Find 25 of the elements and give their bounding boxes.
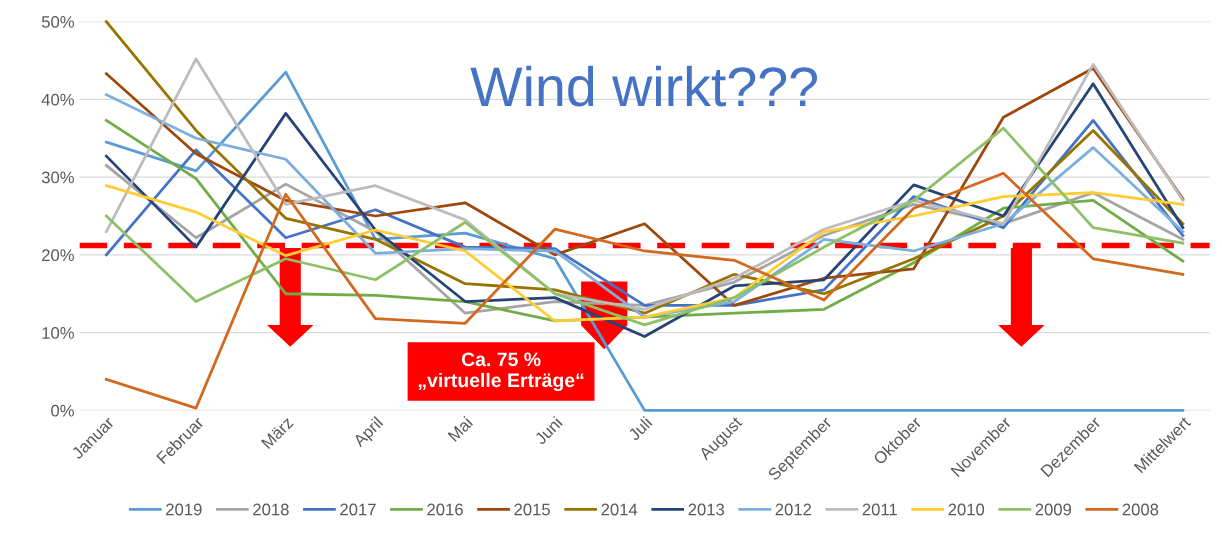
legend-label: 2013 xyxy=(688,503,725,516)
x-tick-label: Mai xyxy=(447,416,474,442)
legend-label: 2014 xyxy=(601,503,638,516)
legend-label: 2016 xyxy=(427,503,463,516)
legend-label: 2012 xyxy=(775,503,812,516)
y-tick-label: 0% xyxy=(51,404,74,417)
legend-label: 2009 xyxy=(1035,503,1072,516)
annotation: Ca. 75 % „virtuelle Erträge“ xyxy=(418,352,584,392)
y-tick-label: 50% xyxy=(41,16,74,28)
legend-label: 2018 xyxy=(253,503,289,516)
line-series xyxy=(104,171,1185,410)
legend-label: 2015 xyxy=(514,503,550,516)
y-tick-label: 20% xyxy=(42,249,74,262)
text: Wind wirkt??? xyxy=(470,65,817,107)
legend-label: 2019 xyxy=(166,503,202,516)
legend-label: 2017 xyxy=(340,503,376,516)
legend-label: 2010 xyxy=(948,503,985,516)
x-tick-label: Juni xyxy=(533,416,563,446)
x-tick-label: Juli xyxy=(627,416,653,442)
line-series xyxy=(104,184,1185,323)
y-tick-label: 30% xyxy=(41,171,74,184)
legend-label: 2011 xyxy=(862,503,897,516)
y-tick-label: 40% xyxy=(41,93,74,106)
legend-label: 2008 xyxy=(1122,503,1159,516)
y-tick-label: 10% xyxy=(42,327,74,339)
